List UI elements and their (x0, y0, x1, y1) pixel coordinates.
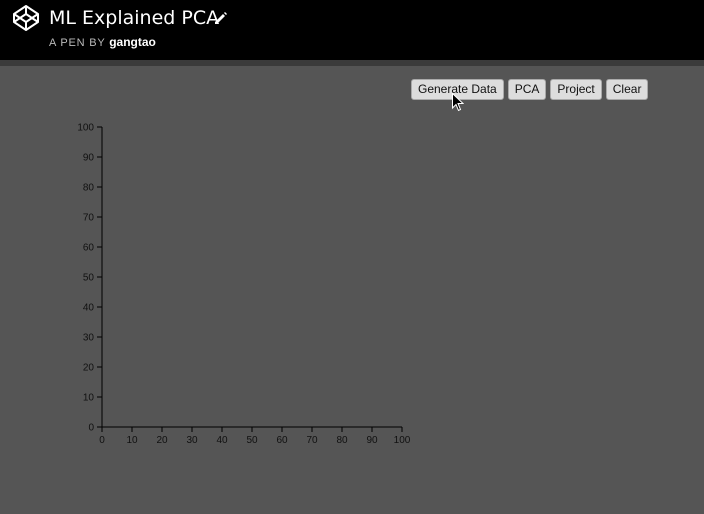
action-toolbar: Generate Data PCA Project Clear (411, 79, 649, 100)
y-tick-label: 100 (77, 123, 94, 134)
x-tick-label: 50 (246, 435, 258, 446)
generate-data-button[interactable]: Generate Data (411, 79, 504, 100)
y-tick-label: 60 (83, 243, 95, 254)
x-tick-label: 100 (394, 435, 411, 446)
y-tick-label: 20 (83, 363, 95, 374)
x-tick-label: 30 (186, 435, 198, 446)
y-tick-label: 80 (83, 183, 95, 194)
byline-prefix: A PEN BY (49, 37, 106, 49)
x-tick-label: 70 (306, 435, 318, 446)
y-tick-label: 10 (83, 393, 95, 404)
pen-byline: A PEN BY gangtao (49, 35, 156, 50)
author-link[interactable]: gangtao (109, 35, 156, 49)
project-button[interactable]: Project (550, 79, 602, 100)
y-tick-label: 90 (83, 153, 95, 164)
x-tick-label: 80 (336, 435, 348, 446)
x-tick-label: 60 (276, 435, 288, 446)
mouse-cursor-icon (452, 93, 464, 112)
x-tick-label: 20 (156, 435, 168, 446)
pen-header: ML Explained PCA A PEN BY gangtao (0, 0, 704, 60)
clear-button[interactable]: Clear (605, 79, 649, 100)
pca-button[interactable]: PCA (507, 79, 547, 100)
x-tick-label: 40 (216, 435, 228, 446)
y-tick-label: 0 (88, 423, 94, 434)
y-tick-label: 70 (83, 213, 95, 224)
pen-title: ML Explained PCA (49, 7, 220, 29)
x-tick-label: 0 (99, 435, 105, 446)
codepen-logo-icon[interactable] (12, 4, 40, 32)
pencil-icon[interactable] (213, 11, 228, 26)
y-tick-label: 50 (83, 273, 95, 284)
y-tick-label: 30 (83, 333, 95, 344)
x-tick-label: 90 (366, 435, 378, 446)
x-tick-label: 10 (126, 435, 138, 446)
y-tick-label: 40 (83, 303, 95, 314)
header-divider (0, 60, 704, 66)
